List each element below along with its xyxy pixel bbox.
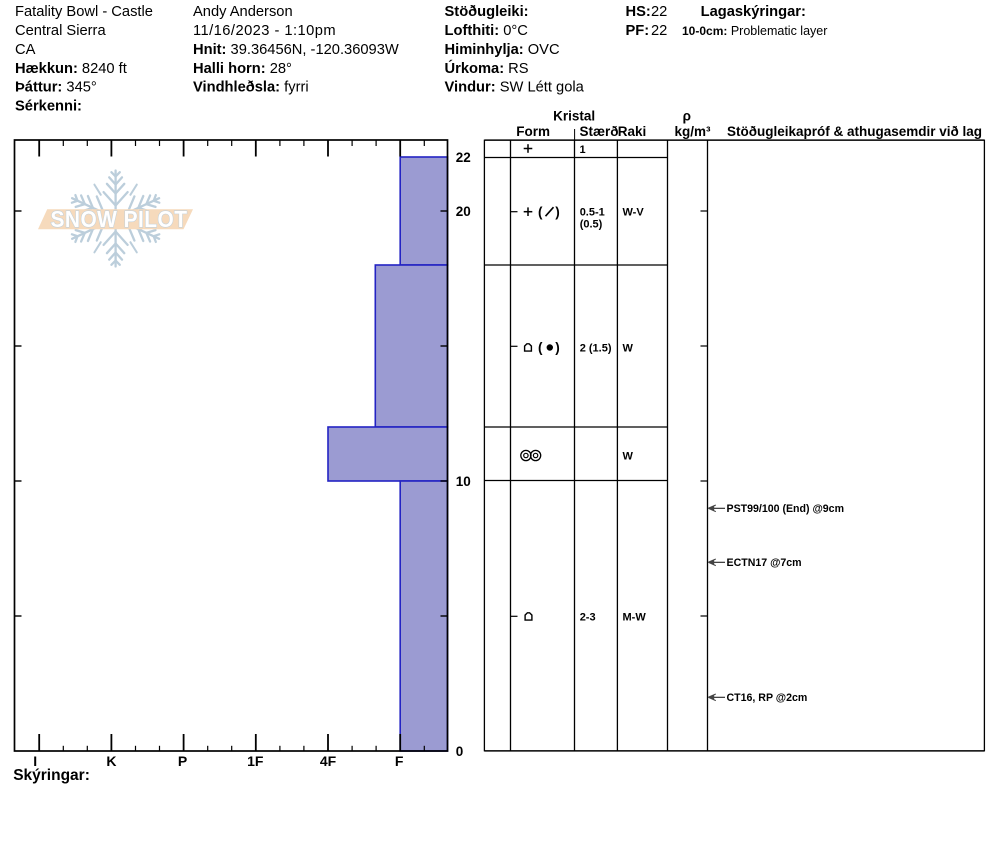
svg-text:1: 1 [580, 144, 586, 156]
svg-text:P: P [178, 753, 187, 769]
svg-text:F: F [395, 753, 404, 769]
svg-text:Himinhylja: OVC: Himinhylja: OVC [445, 42, 560, 58]
svg-text:Andy Anderson: Andy Anderson [193, 4, 293, 20]
svg-text:PF:: PF: [626, 23, 650, 39]
svg-text:HS:: HS: [626, 4, 651, 20]
svg-text:Halli horn: 28°: Halli horn: 28° [193, 61, 292, 77]
svg-text:(0.5): (0.5) [580, 219, 603, 231]
svg-text:2 (1.5): 2 (1.5) [580, 343, 612, 355]
svg-text:Hækkun: 8240 ft: Hækkun: 8240 ft [15, 61, 127, 77]
svg-text:CT16, RP @2cm: CT16, RP @2cm [727, 692, 808, 704]
svg-text:Stöðugleikapróf & athugasemdir: Stöðugleikapróf & athugasemdir við lag [727, 124, 982, 139]
svg-text:(: ( [538, 340, 543, 355]
svg-text:W: W [623, 343, 634, 355]
svg-text:Vindur: SW Létt gola: Vindur: SW Létt gola [445, 80, 585, 96]
svg-text:1F: 1F [247, 753, 264, 769]
svg-text:Kristal: Kristal [553, 109, 595, 124]
svg-text:20: 20 [456, 204, 471, 219]
svg-text:22: 22 [651, 4, 667, 20]
svg-text:11/16/2023 - 1:10pm: 11/16/2023 - 1:10pm [193, 23, 336, 39]
svg-text:K: K [106, 753, 116, 769]
svg-text:Raki: Raki [618, 124, 647, 139]
svg-text:2-3: 2-3 [580, 612, 596, 624]
svg-text:Lagaskýringar:: Lagaskýringar: [701, 4, 806, 20]
svg-text:0: 0 [456, 744, 464, 759]
svg-text:CA: CA [15, 42, 36, 58]
svg-text:kg/m³: kg/m³ [674, 124, 711, 139]
svg-text:M-W: M-W [623, 612, 647, 624]
svg-text:): ) [555, 340, 560, 355]
svg-text:SNOW PILOT: SNOW PILOT [51, 206, 188, 232]
svg-text:Þáttur: 345°: Þáttur: 345° [15, 80, 97, 96]
svg-text:): ) [555, 204, 560, 219]
svg-text:22: 22 [651, 23, 667, 39]
svg-text:Úrkoma: RS: Úrkoma: RS [445, 59, 529, 77]
svg-text:4F: 4F [320, 753, 337, 769]
svg-text:22: 22 [456, 150, 471, 165]
svg-text:Fatality Bowl - Castle: Fatality Bowl - Castle [15, 4, 153, 20]
svg-text:10: 10 [456, 474, 471, 489]
svg-text:0.5-1: 0.5-1 [580, 207, 605, 219]
svg-text:ρ: ρ [683, 109, 691, 124]
svg-text:Hnit: 39.36456N, -120.36093W: Hnit: 39.36456N, -120.36093W [193, 42, 399, 58]
svg-text:Form: Form [516, 124, 550, 139]
svg-text:10-0cm: Problematic layer: 10-0cm: Problematic layer [682, 24, 827, 38]
svg-text:Sérkenni:: Sérkenni: [15, 99, 82, 115]
svg-text:Lofthiti: 0°C: Lofthiti: 0°C [445, 23, 529, 39]
svg-text:Skýringar:: Skýringar: [13, 767, 90, 784]
svg-text:PST99/100 (End) @9cm: PST99/100 (End) @9cm [727, 503, 845, 515]
svg-text:ECTN17 @7cm: ECTN17 @7cm [727, 557, 802, 569]
svg-text:W: W [623, 451, 634, 463]
svg-text:Stöðugleiki:: Stöðugleiki: [445, 4, 529, 20]
svg-text:Central Sierra: Central Sierra [15, 23, 106, 39]
svg-text:I: I [33, 753, 37, 769]
svg-text:(: ( [538, 204, 543, 219]
svg-text:Stærð: Stærð [580, 124, 619, 139]
svg-text:Vindhleðsla: fyrri: Vindhleðsla: fyrri [193, 80, 309, 96]
svg-text:W-V: W-V [623, 207, 645, 219]
